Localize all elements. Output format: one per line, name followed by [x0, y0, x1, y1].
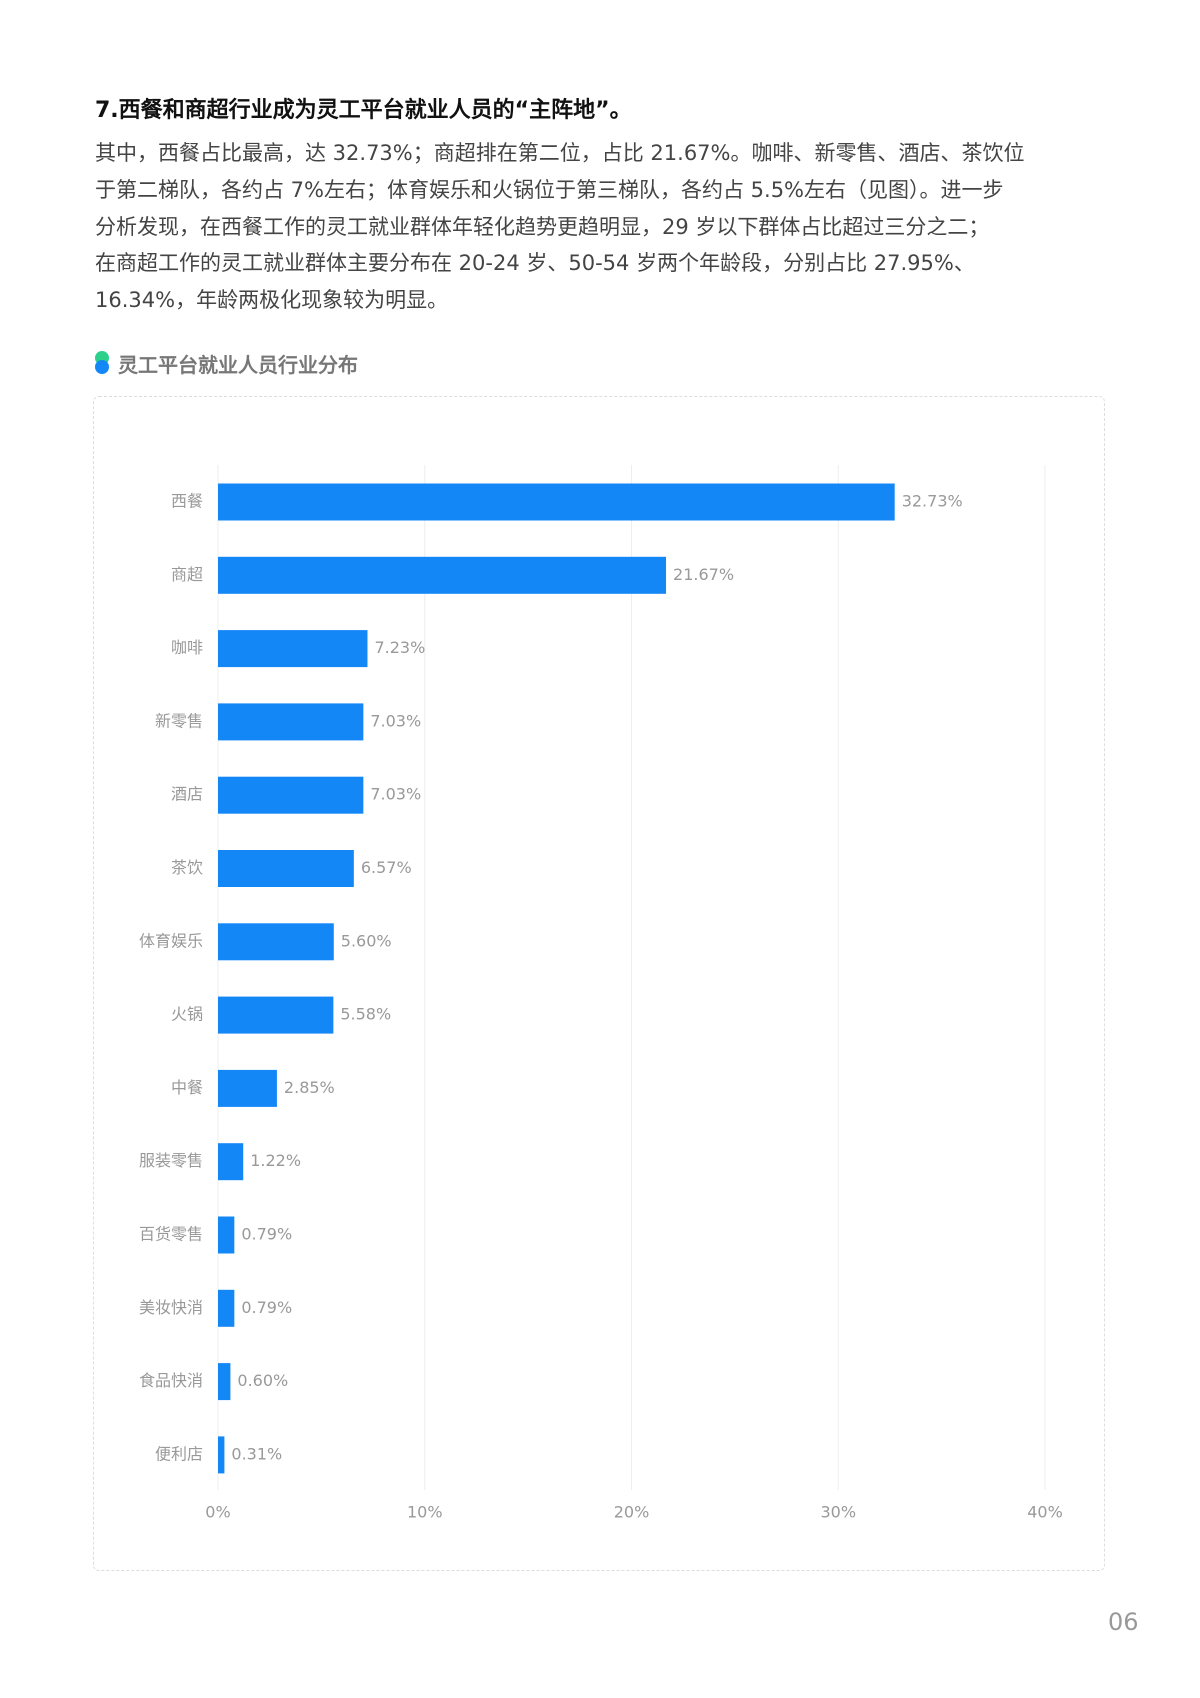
y-tick-label: 茶饮: [171, 858, 203, 877]
x-tick-label: 0%: [205, 1503, 230, 1522]
bar: [218, 776, 364, 814]
paragraph-line: 16.34%，年龄两极化现象较为明显。: [95, 288, 449, 313]
y-tick-label: 美妆快消: [139, 1298, 203, 1317]
y-tick-label: 酒店: [171, 785, 203, 804]
y-tick-label: 商超: [171, 565, 203, 584]
bar: [218, 1143, 244, 1181]
bar: [218, 630, 368, 668]
y-tick-label: 中餐: [171, 1078, 203, 1097]
chart-frame: [93, 396, 1105, 1571]
bar: [218, 483, 895, 521]
data-label: 6.57%: [361, 858, 412, 877]
data-label: 2.85%: [284, 1078, 335, 1097]
x-tick-label: 20%: [614, 1503, 650, 1522]
data-label: 0.60%: [237, 1371, 288, 1390]
y-tick-label: 火锅: [171, 1005, 203, 1024]
data-label: 7.23%: [374, 638, 425, 657]
data-label: 32.73%: [902, 492, 963, 511]
chart-title: 灵工平台就业人员行业分布: [118, 353, 358, 377]
bar: [218, 703, 364, 741]
y-tick-label: 西餐: [171, 492, 203, 511]
x-tick-label: 30%: [820, 1503, 856, 1522]
data-label: 21.67%: [673, 565, 734, 584]
y-tick-label: 体育娱乐: [139, 931, 203, 950]
data-label: 5.58%: [340, 1005, 391, 1024]
y-tick-label: 新零售: [155, 711, 203, 730]
paragraph-line: 其中，西餐占比最高，达 32.73%；商超排在第二位，占比 21.67%。咖啡、…: [95, 141, 1025, 165]
bar: [218, 850, 354, 887]
paragraph-line: 在商超工作的灵工就业群体主要分布在 20-24 岁、50-54 岁两个年龄段，分…: [95, 251, 975, 276]
bar: [218, 996, 334, 1034]
data-label: 7.03%: [370, 785, 421, 804]
y-tick-label: 便利店: [155, 1444, 203, 1463]
section-heading: 7.西餐和商超行业成为灵工平台就业人员的“主阵地”。: [95, 98, 632, 123]
paragraph-line: 分析发现，在西餐工作的灵工就业群体年轻化趋势更趋明显，29 岁以下群体占比超过三…: [95, 214, 990, 239]
data-label: 0.79%: [241, 1298, 292, 1317]
x-tick-label: 40%: [1027, 1503, 1063, 1522]
data-label: 0.31%: [231, 1444, 282, 1463]
y-tick-label: 食品快消: [139, 1371, 203, 1390]
data-label: 0.79%: [241, 1225, 292, 1244]
x-tick-label: 10%: [407, 1503, 443, 1522]
bar: [218, 1436, 225, 1474]
y-tick-label: 服装零售: [139, 1151, 203, 1170]
bar: [218, 923, 334, 961]
paragraph-line: 于第二梯队，各约占 7%左右；体育娱乐和火锅位于第三梯队，各约占 5.5%左右（…: [95, 177, 1004, 202]
bar: [218, 1216, 235, 1254]
bar: [218, 1363, 231, 1401]
bar: [218, 1289, 235, 1327]
paragraph: 其中，西餐占比最高，达 32.73%；商超排在第二位，占比 21.67%。咖啡、…: [95, 135, 1105, 319]
data-label: 7.03%: [370, 711, 421, 730]
bar: [218, 1069, 277, 1107]
y-tick-label: 咖啡: [171, 638, 203, 657]
data-label: 1.22%: [250, 1151, 301, 1170]
chart-icon: [95, 351, 109, 374]
data-label: 5.60%: [341, 931, 392, 950]
y-tick-label: 百货零售: [139, 1225, 203, 1244]
page-number: 06: [1108, 1608, 1139, 1636]
bar: [218, 556, 667, 594]
